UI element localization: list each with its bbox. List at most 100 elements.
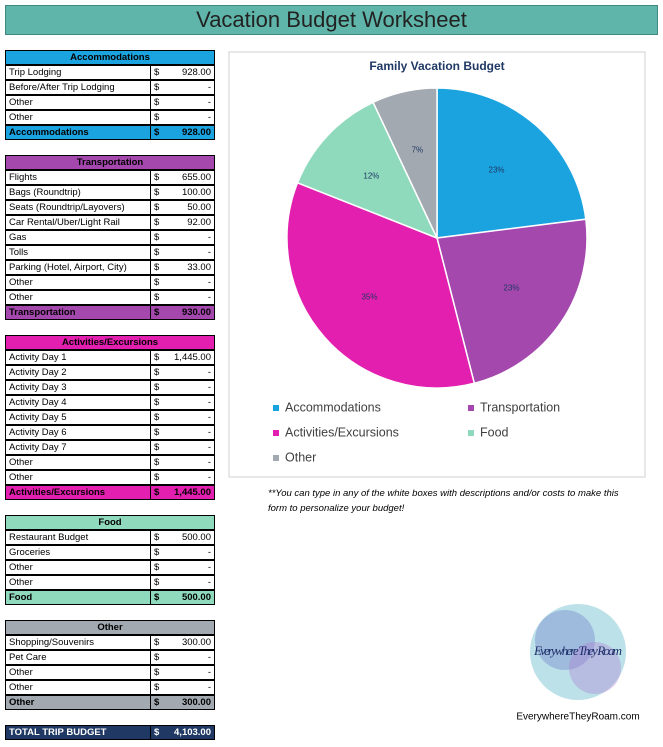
item-currency: $ — [150, 170, 166, 185]
slice-label: 7% — [412, 145, 424, 154]
section-total-label: Other — [5, 695, 151, 710]
legend-label: Activities/Excursions — [285, 425, 399, 439]
section-total-amount: 500.00 — [165, 590, 215, 605]
item-amount: 1,445.00 — [165, 350, 215, 365]
item-currency: $ — [150, 470, 166, 485]
item-label: Activity Day 5 — [5, 410, 151, 425]
item-label: Activity Day 6 — [5, 425, 151, 440]
item-amount: - — [165, 365, 215, 380]
item-currency: $ — [150, 65, 166, 80]
item-label: Other — [5, 665, 151, 680]
section-header: Food — [5, 515, 215, 530]
section-total-amount: 930.00 — [165, 305, 215, 320]
item-label: Shopping/Souvenirs — [5, 635, 151, 650]
item-amount: - — [165, 275, 215, 290]
item-currency: $ — [150, 290, 166, 305]
item-amount: 655.00 — [165, 170, 215, 185]
item-amount: - — [165, 440, 215, 455]
item-label: Other — [5, 680, 151, 695]
section-total-label: Transportation — [5, 305, 151, 320]
item-currency: $ — [150, 80, 166, 95]
legend-label: Other — [285, 450, 316, 464]
pie-slice — [436, 87, 587, 239]
pie-slice — [286, 181, 476, 389]
item-amount: 300.00 — [165, 635, 215, 650]
slice-label: 23% — [503, 284, 519, 293]
item-amount: - — [165, 95, 215, 110]
item-amount: - — [165, 455, 215, 470]
item-label: Other — [5, 110, 151, 125]
section-total-currency: $ — [150, 590, 166, 605]
logo-wash — [569, 642, 621, 694]
item-currency: $ — [150, 425, 166, 440]
item-amount: 100.00 — [165, 185, 215, 200]
grand-total-currency: $ — [150, 725, 166, 740]
item-amount: - — [165, 425, 215, 440]
item-amount: - — [165, 230, 215, 245]
item-label: Groceries — [5, 545, 151, 560]
slice-label: 12% — [363, 172, 379, 181]
logo-name: Everywhere They Roam — [533, 643, 622, 658]
legend-swatch — [273, 455, 279, 461]
item-label: Other — [5, 575, 151, 590]
item-amount: 33.00 — [165, 260, 215, 275]
item-amount: 50.00 — [165, 200, 215, 215]
item-amount: - — [165, 650, 215, 665]
slice-label: 23% — [489, 166, 505, 175]
item-amount: - — [165, 680, 215, 695]
section-header: Transportation — [5, 155, 215, 170]
item-currency: $ — [150, 215, 166, 230]
item-amount: 928.00 — [165, 65, 215, 80]
section-total-amount: 928.00 — [165, 125, 215, 140]
item-currency: $ — [150, 545, 166, 560]
item-label: Tolls — [5, 245, 151, 260]
item-currency: $ — [150, 680, 166, 695]
item-currency: $ — [150, 635, 166, 650]
section-total-amount: 1,445.00 — [165, 485, 215, 500]
legend-swatch — [468, 405, 474, 411]
item-currency: $ — [150, 650, 166, 665]
item-label: Activity Day 4 — [5, 395, 151, 410]
item-label: Gas — [5, 230, 151, 245]
legend-swatch — [273, 405, 279, 411]
item-amount: 500.00 — [165, 530, 215, 545]
item-label: Activity Day 7 — [5, 440, 151, 455]
section-header: Other — [5, 620, 215, 635]
legend-label: Accommodations — [285, 400, 381, 414]
item-currency: $ — [150, 200, 166, 215]
item-currency: $ — [150, 410, 166, 425]
logo-url: EverywhereTheyRoam.com — [516, 712, 639, 723]
item-label: Parking (Hotel, Airport, City) — [5, 260, 151, 275]
legend-swatch — [468, 430, 474, 436]
pie-slice — [372, 87, 438, 239]
section-total-label: Accommodations — [5, 125, 151, 140]
item-label: Other — [5, 455, 151, 470]
item-label: Bags (Roundtrip) — [5, 185, 151, 200]
legend-label: Food — [480, 425, 509, 439]
item-amount: - — [165, 665, 215, 680]
item-label: Activity Day 2 — [5, 365, 151, 380]
item-label: Other — [5, 560, 151, 575]
item-amount: - — [165, 110, 215, 125]
item-currency: $ — [150, 260, 166, 275]
section-header: Activities/Excursions — [5, 335, 215, 350]
item-currency: $ — [150, 230, 166, 245]
item-amount: - — [165, 410, 215, 425]
section-total-currency: $ — [150, 485, 166, 500]
item-currency: $ — [150, 275, 166, 290]
chart-frame — [228, 51, 646, 478]
item-amount: 92.00 — [165, 215, 215, 230]
item-label: Other — [5, 470, 151, 485]
item-label: Car Rental/Uber/Light Rail — [5, 215, 151, 230]
item-amount: - — [165, 545, 215, 560]
item-currency: $ — [150, 245, 166, 260]
logo-wash — [535, 610, 595, 670]
grand-total-label: TOTAL TRIP BUDGET — [5, 725, 151, 740]
item-label: Other — [5, 95, 151, 110]
item-label: Before/After Trip Lodging — [5, 80, 151, 95]
item-currency: $ — [150, 530, 166, 545]
item-label: Restaurant Budget — [5, 530, 151, 545]
legend-swatch — [273, 430, 279, 436]
item-label: Other — [5, 290, 151, 305]
